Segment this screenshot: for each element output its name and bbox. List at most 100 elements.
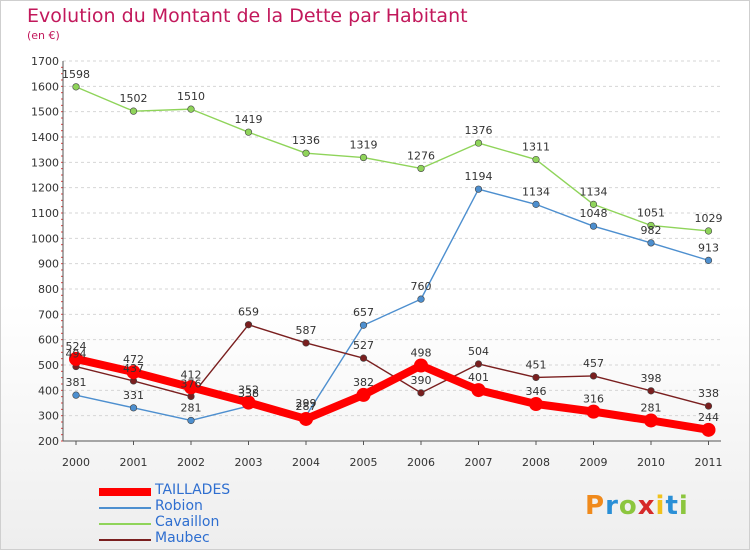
data-point xyxy=(471,383,486,398)
y-tick-label: 1400 xyxy=(31,131,59,144)
legend-swatch xyxy=(99,539,151,541)
data-point xyxy=(241,395,256,410)
data-point xyxy=(474,185,483,193)
x-tick-label: 2010 xyxy=(637,456,665,469)
data-label: 527 xyxy=(353,339,374,352)
logo-letter: o xyxy=(618,491,638,521)
data-label: 382 xyxy=(353,376,374,389)
logo-letter: t xyxy=(665,491,679,521)
legend-label: Maubec xyxy=(155,530,210,546)
legend-item-cavaillon: Cavaillon xyxy=(99,514,299,532)
data-point xyxy=(474,139,483,147)
data-label: 1319 xyxy=(350,139,378,152)
data-label: 451 xyxy=(526,358,547,371)
data-label: 913 xyxy=(698,241,719,254)
data-label: 659 xyxy=(238,306,259,319)
data-label: 376 xyxy=(181,377,202,390)
data-label: 390 xyxy=(411,374,432,387)
y-tick-label: 900 xyxy=(38,258,59,271)
data-label: 287 xyxy=(296,400,317,413)
data-label: 498 xyxy=(411,347,432,360)
data-label: 412 xyxy=(181,368,202,381)
y-tick-label: 700 xyxy=(38,308,59,321)
y-tick-label: 500 xyxy=(38,359,59,372)
data-point xyxy=(647,239,655,247)
data-point xyxy=(532,155,540,164)
data-point xyxy=(529,397,543,412)
data-label: 1510 xyxy=(177,90,205,103)
data-label: 398 xyxy=(641,372,662,385)
legend-item-robion: Robion xyxy=(99,498,299,516)
data-point xyxy=(356,387,371,402)
data-label: 316 xyxy=(583,393,604,406)
data-label: 1134 xyxy=(580,185,608,198)
logo-letter: x xyxy=(637,491,656,521)
data-label: 657 xyxy=(353,306,374,319)
data-label: 381 xyxy=(66,376,87,389)
x-tick-label: 2008 xyxy=(522,456,550,469)
logo-letter: i xyxy=(655,491,666,521)
data-label: 281 xyxy=(641,401,662,414)
x-tick-label: 2005 xyxy=(350,456,378,469)
data-point xyxy=(586,404,601,419)
legend-item-maubec: Maubec xyxy=(99,530,299,548)
data-label: 437 xyxy=(123,362,144,375)
proxiti-logo: Proxiti xyxy=(585,491,689,521)
data-label: 338 xyxy=(698,387,719,400)
data-label: 1194 xyxy=(465,170,493,183)
data-point xyxy=(589,372,598,380)
data-point xyxy=(704,402,713,410)
data-point xyxy=(704,256,713,264)
y-tick-label: 1700 xyxy=(31,55,59,68)
data-point xyxy=(72,391,80,399)
data-label: 760 xyxy=(411,280,432,293)
data-point xyxy=(532,200,540,208)
y-tick-label: 400 xyxy=(38,384,59,397)
legend-swatch xyxy=(99,523,151,525)
series-line-taillades xyxy=(75,355,710,434)
y-tick-label: 300 xyxy=(38,410,59,423)
legend-swatch xyxy=(99,507,151,509)
x-tick-label: 2002 xyxy=(177,456,205,469)
data-point xyxy=(69,351,83,366)
data-label: 457 xyxy=(583,357,604,370)
data-label: 1336 xyxy=(292,134,320,147)
data-label: 346 xyxy=(526,385,547,398)
data-point xyxy=(129,107,138,115)
data-label: 244 xyxy=(698,411,719,424)
data-label: 331 xyxy=(123,389,144,402)
series-line-maubec xyxy=(75,324,709,407)
legend-label: Cavaillon xyxy=(155,514,220,530)
data-point xyxy=(72,83,80,91)
data-point xyxy=(302,149,310,157)
series-line-cavaillon xyxy=(75,86,709,232)
logo-letter: r xyxy=(605,491,619,521)
data-label: 524 xyxy=(66,340,87,353)
x-tick-label: 2007 xyxy=(465,456,493,469)
logo-letter: i xyxy=(678,491,689,521)
data-point xyxy=(589,200,598,208)
x-tick-label: 2004 xyxy=(292,456,320,469)
legend-item-taillades: TAILLADES xyxy=(99,482,299,500)
data-label: 281 xyxy=(181,401,202,414)
data-point xyxy=(417,164,425,173)
legend-label: Robion xyxy=(155,498,203,514)
y-tick-label: 1600 xyxy=(31,80,59,93)
data-point xyxy=(701,422,716,437)
data-point xyxy=(417,389,425,397)
data-point xyxy=(359,354,368,362)
data-point xyxy=(589,222,598,230)
chart-title: Evolution du Montant de la Dette par Hab… xyxy=(27,5,468,27)
legend-swatch xyxy=(99,488,151,496)
y-tick-label: 1000 xyxy=(31,232,59,245)
data-point xyxy=(359,321,368,329)
x-tick-label: 2003 xyxy=(235,456,263,469)
y-tick-label: 1100 xyxy=(31,207,59,220)
data-label: 1419 xyxy=(235,113,263,126)
data-point xyxy=(187,105,195,113)
data-point xyxy=(126,365,141,380)
chart-subtitle: (en €) xyxy=(27,29,60,42)
data-point xyxy=(532,373,540,382)
